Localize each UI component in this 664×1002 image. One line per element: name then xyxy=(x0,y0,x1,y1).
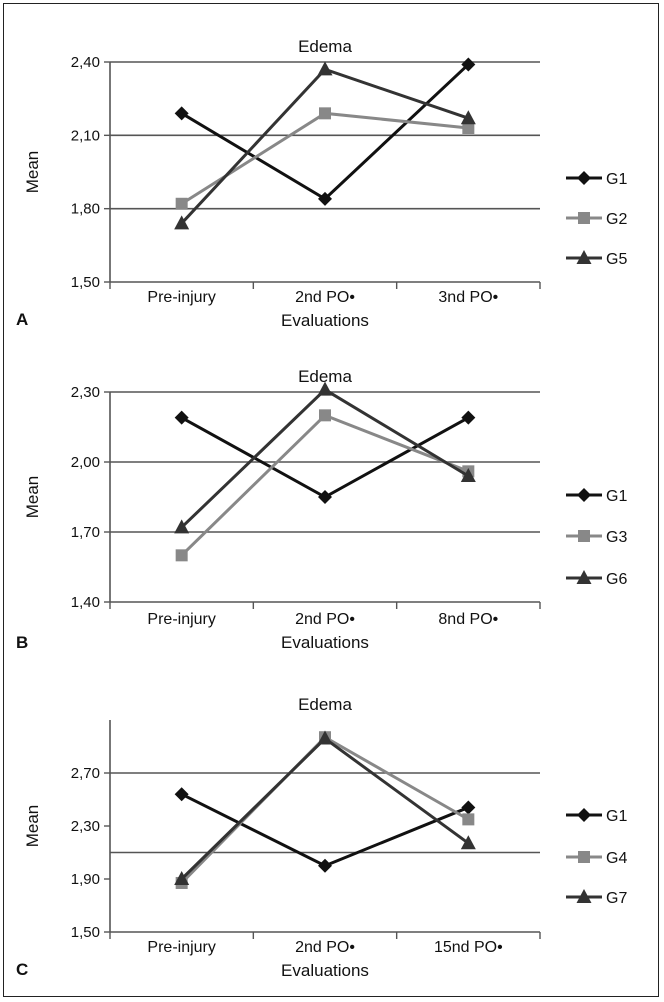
legend-label-g3: G3 xyxy=(606,529,627,546)
x-axis-title: Evaluations xyxy=(281,961,369,980)
legend-marker xyxy=(578,851,590,863)
data-point-g1 xyxy=(318,490,332,504)
chart-title: Edema xyxy=(298,37,352,56)
legend-label-g7: G7 xyxy=(606,890,627,907)
legend-marker xyxy=(578,212,590,224)
figure-frame xyxy=(3,3,659,997)
data-point-g1 xyxy=(318,191,332,206)
data-point-g1 xyxy=(461,410,476,425)
chart-title: Edema xyxy=(298,695,352,714)
panel-letter-b: B xyxy=(16,633,28,652)
legend-marker xyxy=(578,530,590,542)
y-tick-label: 2,30 xyxy=(71,384,100,401)
data-point-g1 xyxy=(174,410,189,425)
data-point-g7 xyxy=(317,730,333,745)
legend-label-g2: G2 xyxy=(606,211,627,228)
legend-label-g5: G5 xyxy=(606,251,627,268)
legend-label-g1: G1 xyxy=(606,171,627,188)
legend-label-g4: G4 xyxy=(606,850,627,867)
legend-marker xyxy=(576,570,592,584)
y-tick-label: 1,70 xyxy=(71,524,100,541)
data-point-g6 xyxy=(460,468,476,482)
y-tick-label: 1,40 xyxy=(71,594,100,611)
chart-title: Edema xyxy=(298,367,352,386)
data-point-g2 xyxy=(175,197,188,210)
x-tick-label: Pre-injury xyxy=(147,611,215,628)
y-tick-label: 1,50 xyxy=(71,274,100,291)
x-tick-label: 8nd PO• xyxy=(438,611,498,628)
panel-c: C Edema 1,50 1,90 2,30 2,70 Pre-injury 2nd PO•… xyxy=(16,695,627,980)
x-tick-label: 15nd PO• xyxy=(434,939,503,956)
x-tick-label: Pre-injury xyxy=(147,939,215,956)
x-axis-title: Evaluations xyxy=(281,633,369,652)
panel-b: B Edema 1,40 1,70 2,00 2,30 Pre-injury 2nd PO•… xyxy=(16,367,627,652)
y-tick-label: 2,30 xyxy=(71,818,100,835)
legend-marker xyxy=(577,808,591,822)
legend-marker xyxy=(577,488,591,502)
data-point-g7 xyxy=(174,871,190,885)
series-line-g7 xyxy=(180,736,470,881)
series-line-g1 xyxy=(180,792,469,868)
data-point-g1 xyxy=(174,106,189,121)
series-line-g2 xyxy=(180,111,469,206)
data-point-g1 xyxy=(461,57,476,72)
data-point-g3 xyxy=(175,549,188,562)
data-point-g1 xyxy=(174,787,189,802)
panel-letter-a: A xyxy=(16,310,28,329)
data-point-g2 xyxy=(319,107,331,120)
x-tick-label: 2nd PO• xyxy=(295,939,355,956)
y-tick-label: 1,90 xyxy=(71,871,100,888)
data-point-g6 xyxy=(174,519,190,534)
x-tick-label: 2nd PO• xyxy=(295,289,355,306)
data-point-g7 xyxy=(460,835,476,850)
data-point-g5 xyxy=(174,215,190,230)
y-axis-title: Mean xyxy=(23,151,42,194)
y-tick-label: 1,50 xyxy=(71,924,100,941)
x-tick-label: 2nd PO• xyxy=(295,611,355,628)
data-point-g1 xyxy=(461,800,476,815)
y-tick-label: 2,00 xyxy=(71,454,100,471)
y-axis-title: Mean xyxy=(23,805,42,848)
data-point-g5 xyxy=(460,110,476,125)
legend-label-g1: G1 xyxy=(606,808,627,825)
y-tick-label: 1,80 xyxy=(71,201,100,218)
data-point-g4 xyxy=(462,813,475,826)
data-point-g3 xyxy=(319,409,331,422)
y-axis-title: Mean xyxy=(23,476,42,519)
legend-label-g1: G1 xyxy=(606,488,627,505)
data-point-g5 xyxy=(317,61,333,76)
legend-marker xyxy=(577,171,591,185)
x-axis-title: Evaluations xyxy=(281,311,369,330)
data-point-g2 xyxy=(462,122,475,134)
panel-a: A Edema 1,50 1,80 2,10 2,40 Pre-injury 2nd PO•… xyxy=(16,37,627,330)
x-tick-label: Pre-injury xyxy=(147,289,215,306)
data-point-g1 xyxy=(318,858,332,873)
panel-letter-c: C xyxy=(16,960,28,979)
y-tick-label: 2,70 xyxy=(71,765,100,782)
data-point-g6 xyxy=(317,381,333,396)
y-tick-label: 2,10 xyxy=(71,127,100,144)
y-tick-label: 2,40 xyxy=(71,54,100,71)
legend-marker xyxy=(576,250,592,264)
x-tick-label: 3nd PO• xyxy=(438,289,498,306)
legend-label-g6: G6 xyxy=(606,571,627,588)
legend-marker xyxy=(576,889,592,903)
